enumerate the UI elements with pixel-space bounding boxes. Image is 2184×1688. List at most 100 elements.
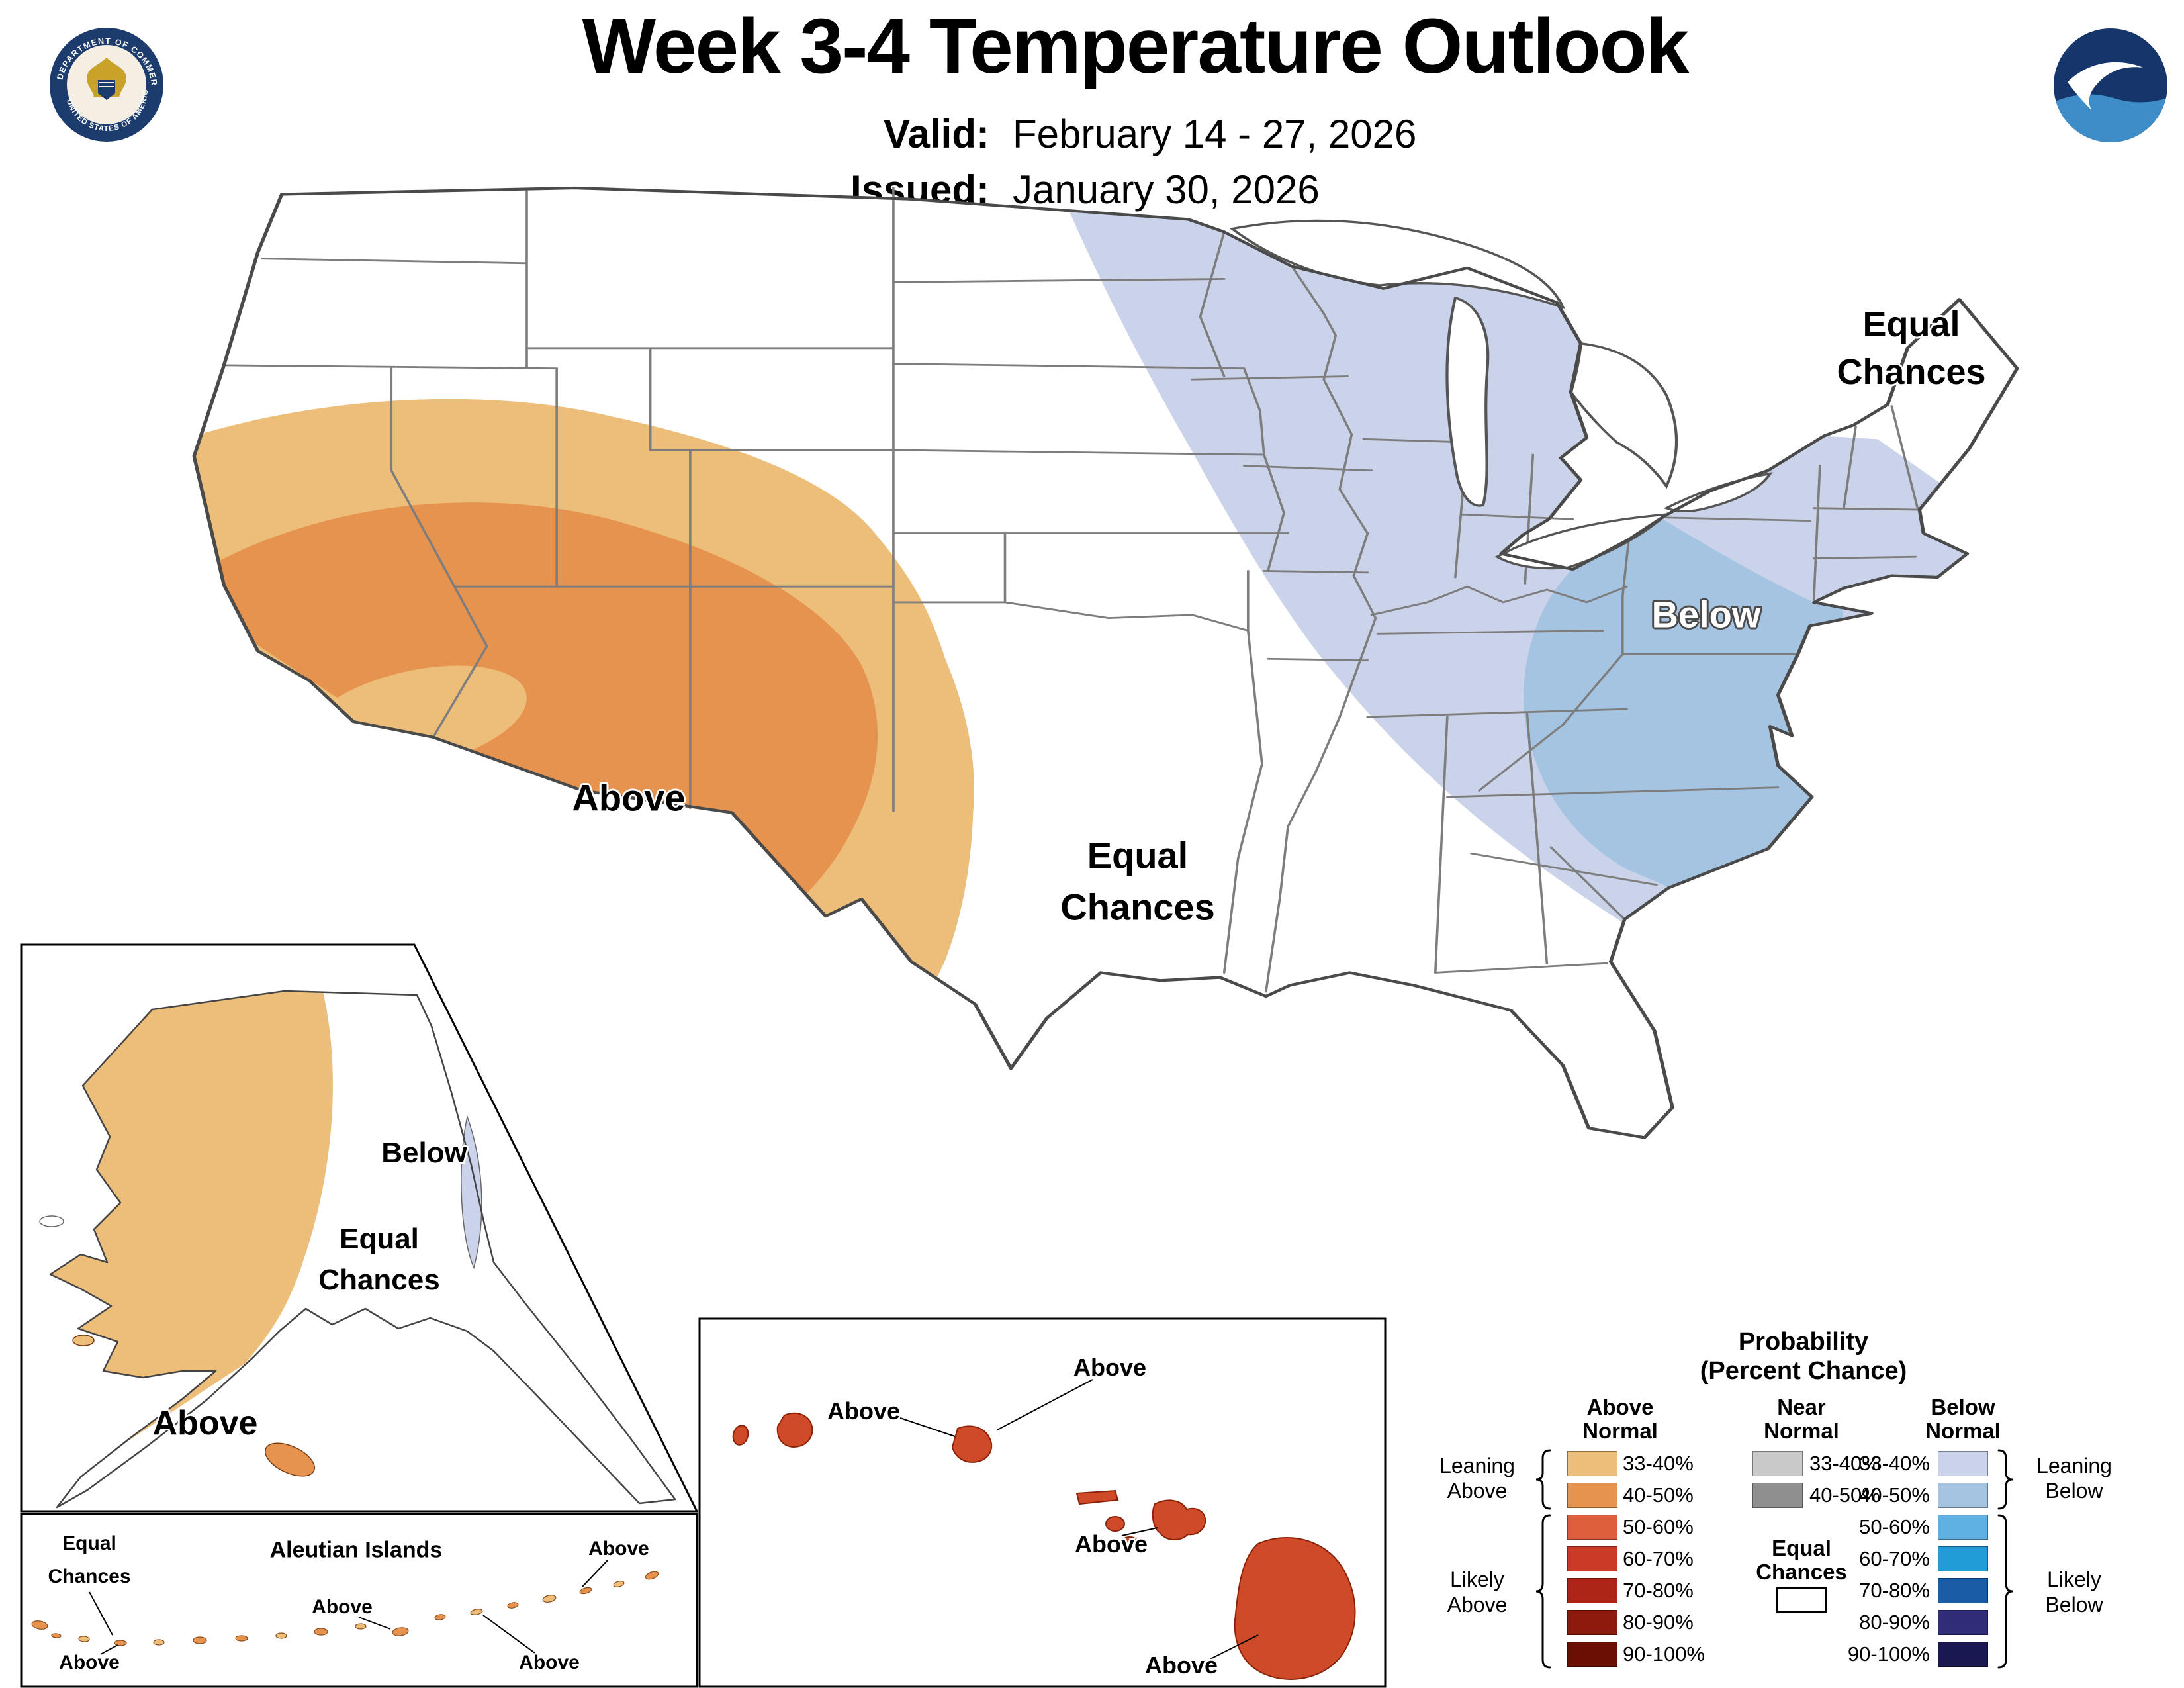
hawaii-above-label-oahu: Above [1073, 1354, 1147, 1381]
legend-swatch-below-70-80 [1938, 1578, 1988, 1603]
hawaii-pointer-lines [899, 1379, 1259, 1660]
legend-label-below-70-80: 70-80% [1859, 1579, 1930, 1602]
legend-above-normal-header-line2: Normal [1582, 1419, 1658, 1443]
nunivak-island [72, 1335, 95, 1346]
hawaii-above-label-big-island: Above [1144, 1652, 1218, 1679]
alaska-equal-chances-label-line2: Chances [318, 1264, 440, 1296]
alaska-inset [20, 943, 698, 1513]
legend-swatch-above-80-90 [1567, 1610, 1617, 1635]
hawaii-above-label-maui: Above [1074, 1530, 1148, 1558]
conus-map [152, 175, 2045, 1149]
legend-label-below-90-100: 90-100% [1847, 1642, 1930, 1665]
legend-swatch-near-33-40 [1752, 1451, 1803, 1476]
alaska-below-region [461, 1115, 482, 1270]
legend-swatch-above-90-100 [1567, 1642, 1617, 1667]
aleutian-inset-border [20, 1513, 698, 1688]
legend-label-above-80-90: 80-90% [1623, 1611, 1694, 1634]
lake-michigan [1445, 296, 1490, 507]
legend-swatch-above-60-70 [1567, 1546, 1617, 1571]
aleutian-pointer-lines [89, 1560, 608, 1655]
valid-label: Valid: [883, 112, 989, 156]
northeast-equal-chances-label-line2: Chances [1837, 352, 1986, 392]
aleutian-above-label-bottom-left: Above [59, 1652, 120, 1673]
legend-swatch-below-40-50 [1938, 1483, 1988, 1508]
issued-row: Issued: January 30, 2026 [725, 167, 1320, 212]
leaning-above-label-line2: Above [1447, 1479, 1508, 1503]
legend-swatch-above-33-40 [1567, 1451, 1617, 1476]
state-boundaries [222, 187, 1921, 993]
doc-seal-shield-stripes [99, 82, 114, 87]
legend-label-near-33-40: 33-40% [1809, 1452, 1880, 1475]
legend-equal-chances-line1: Equal [1772, 1536, 1831, 1560]
legend-label-below-50-60: 50-60% [1859, 1515, 1930, 1538]
aleutian-equal-chances-label-line1: Equal [62, 1532, 116, 1554]
likely-below-brace [1997, 1514, 2013, 1669]
kahoolawe-island [1121, 1536, 1138, 1548]
valid-row: Valid: February 14 - 27, 2026 [725, 111, 1416, 157]
northeast-equal-chances-label-line1: Equal [1862, 305, 1960, 344]
maui-island [1152, 1499, 1206, 1540]
legend-near-normal-header-line2: Normal [1764, 1419, 1839, 1443]
doc-seal-eagle [87, 58, 126, 97]
noaa-sea [2054, 94, 2167, 142]
legend-below-normal-header-line1: Below [1931, 1395, 1995, 1419]
doc-seal-shield [98, 80, 115, 100]
lake-huron [1569, 342, 1678, 489]
big-island [1234, 1536, 1356, 1680]
legend-label-above-60-70: 60-70% [1623, 1547, 1694, 1570]
legend-swatch-below-33-40 [1938, 1451, 1988, 1476]
lanai-island [1105, 1516, 1125, 1532]
aleutian-above-label-bottom-right: Above [519, 1652, 580, 1673]
hawaii-inset [698, 1317, 1387, 1688]
oahu-island [951, 1425, 993, 1463]
legend-swatch-above-40-50 [1567, 1483, 1617, 1508]
legend-swatch-near-40-50 [1752, 1483, 1803, 1508]
conus-equal-chances-label-line2: Chances [1060, 886, 1215, 928]
hawaii-above-label-kauai: Above [827, 1397, 901, 1425]
legend-label-below-40-50: 40-50% [1859, 1483, 1930, 1507]
issued-value: January 30, 2026 [1013, 167, 1320, 212]
conus-below-label: Below [1651, 593, 1761, 635]
likely-above-brace [1535, 1514, 1551, 1669]
leaning-below-label-line2: Below [2045, 1479, 2103, 1503]
legend-above-normal-header-line1: Above [1586, 1395, 1654, 1419]
legend-swatch-above-70-80 [1567, 1578, 1617, 1603]
aleutian-above-label-middle: Above [312, 1596, 373, 1618]
niihau-island [732, 1425, 749, 1446]
kodiak-island [265, 1442, 315, 1477]
legend-swatch-below-90-100 [1938, 1642, 1988, 1667]
legend-label-above-90-100: 90-100% [1623, 1642, 1706, 1665]
legend-title-line1: Probability [1738, 1328, 1869, 1356]
legend-below-normal-header-line2: Normal [1925, 1419, 2001, 1443]
legend-equal-chances-line2: Chances [1756, 1560, 1847, 1584]
legend-near-normal-header-line1: Near [1777, 1395, 1826, 1419]
leaning-below-label-line1: Leaning [2036, 1454, 2112, 1477]
likely-below-label-line1: Likely [2047, 1568, 2101, 1591]
legend-swatch-equal-chances [1776, 1587, 1827, 1613]
molokai-island [1075, 1489, 1119, 1505]
conus-above-label: Above [572, 776, 686, 819]
aleutian-island-chain [31, 1571, 659, 1646]
aleutian-title: Aleutian Islands [269, 1537, 443, 1563]
alaska-outline [49, 990, 676, 1509]
aleutian-equal-chances-label-line2: Chances [48, 1566, 131, 1587]
legend-swatch-above-50-60 [1567, 1515, 1617, 1540]
legend-swatch-below-80-90 [1938, 1610, 1988, 1635]
legend-label-above-50-60: 50-60% [1623, 1515, 1694, 1538]
likely-above-label-line2: Above [1447, 1593, 1508, 1617]
legend-label-above-33-40: 33-40% [1623, 1452, 1694, 1475]
alaska-equal-chances-label-line1: Equal [340, 1223, 419, 1255]
page-title: Week 3-4 Temperature Outlook [582, 3, 1690, 90]
valid-value: February 14 - 27, 2026 [1013, 112, 1417, 156]
legend-swatch-below-60-70 [1938, 1546, 1988, 1571]
alaska-below-label: Below [381, 1137, 467, 1169]
likely-below-label-line2: Below [2045, 1593, 2103, 1617]
likely-above-label-line1: Likely [1450, 1568, 1504, 1591]
aleutian-above-label-top-right: Above [588, 1538, 649, 1560]
leaning-below-brace [1997, 1449, 2013, 1510]
legend-label-below-33-40: 33-40% [1859, 1452, 1930, 1475]
us-outline [192, 186, 2019, 1139]
kauai-island [776, 1412, 813, 1448]
legend-label-below-80-90: 80-90% [1859, 1611, 1930, 1634]
